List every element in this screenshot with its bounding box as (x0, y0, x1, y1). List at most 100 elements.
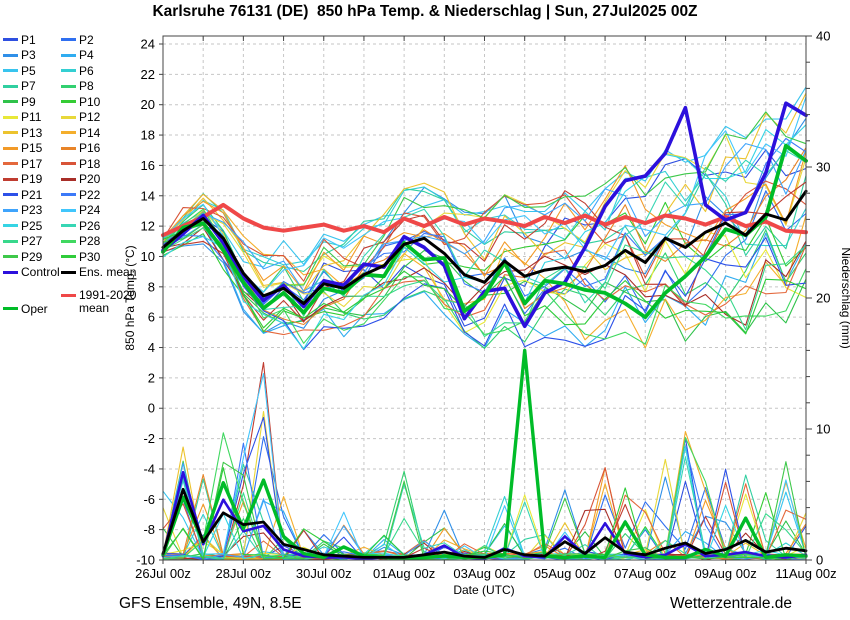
legend-item-p22-label: P22 (79, 187, 101, 202)
legend-item-p15-label: P15 (21, 141, 43, 156)
legend-row: P5 P6 (3, 63, 163, 79)
footer-model-info: GFS Ensemble, 49N, 8.5E (119, 595, 302, 612)
legend-item-p22-swatch (61, 193, 76, 197)
legend-row: P19 P20 (3, 172, 163, 188)
member-temp-line-p18 (162, 180, 807, 282)
left-tick-label: -6 (143, 492, 155, 507)
legend-item-p21-swatch (3, 193, 18, 197)
legend-item-p29-label: P29 (21, 249, 43, 264)
legend-item-p2-label: P2 (79, 32, 94, 47)
legend-item-p8-swatch (61, 84, 76, 88)
legend-item-p24-label: P24 (79, 203, 101, 218)
right-tick-label: 40 (816, 29, 830, 44)
legend-item-p8-label: P8 (79, 79, 94, 94)
legend-item-p6-swatch (61, 69, 76, 73)
left-tick-label: 24 (141, 37, 155, 52)
legend-item-p14-label: P14 (79, 125, 101, 140)
left-tick-label: 12 (141, 219, 155, 234)
legend-item-p4-swatch (61, 53, 76, 57)
legend-item-p21: P21 (3, 188, 61, 202)
x-tick-label: 01Aug 00z (373, 566, 435, 581)
legend-row: Control Ens. mean (3, 265, 163, 281)
legend-item-p2-swatch (61, 38, 76, 42)
member-precip-line-p30 (162, 467, 807, 561)
legend-item-p18: P18 (61, 157, 119, 171)
left-tick-label: 10 (141, 249, 155, 264)
legend-item-p16-label: P16 (79, 141, 101, 156)
legend-row: P27 P28 (3, 234, 163, 250)
legend-item-p13-label: P13 (21, 125, 43, 140)
legend: P1 P2 P3 P4 P5 P6 P7 P8 P9 P10 P11 P12 P13 P14 P15 P16 P… (3, 32, 163, 317)
left-tick-label: 2 (148, 370, 155, 385)
legend-item-climate-mean-label: 1991-2020 mean (79, 288, 137, 315)
legend-item-p22: P22 (61, 188, 119, 202)
left-tick-label: 14 (141, 188, 155, 203)
legend-item-p1-swatch (3, 38, 18, 42)
legend-item-p25: P25 (3, 219, 61, 233)
legend-item-oper-swatch (3, 307, 18, 311)
left-tick-label: -2 (143, 431, 155, 446)
legend-item-p24-swatch (61, 208, 76, 212)
legend-item-p23-swatch (3, 208, 18, 212)
legend-item-p10: P10 (61, 95, 119, 109)
legend-item-p30-swatch (61, 255, 76, 259)
legend-item-p19-swatch (3, 177, 18, 181)
legend-item-p5-swatch (3, 69, 18, 73)
member-temp-line-p8 (162, 204, 807, 349)
legend-item-p3: P3 (3, 48, 61, 62)
legend-item-p13-swatch (3, 131, 18, 135)
legend-item-p26-swatch (61, 224, 76, 228)
legend-item-p1-label: P1 (21, 32, 36, 47)
legend-item-p17: P17 (3, 157, 61, 171)
legend-item-p29: P29 (3, 250, 61, 264)
x-tick-label: 05Aug 00z (534, 566, 596, 581)
member-temp-line-p23 (162, 143, 807, 292)
left-axis-title: 850 hPa Temp. (°C) (123, 245, 137, 350)
right-tick-label: 20 (816, 291, 830, 306)
legend-item-p23: P23 (3, 203, 61, 217)
legend-item-p19: P19 (3, 172, 61, 186)
legend-item-p3-label: P3 (21, 48, 36, 63)
left-tick-label: 4 (148, 340, 155, 355)
ens-mean-temp-line (161, 189, 808, 305)
legend-item-p12: P12 (61, 110, 119, 124)
legend-item-p20-label: P20 (79, 172, 101, 187)
member-temp-line-p28 (162, 208, 807, 345)
legend-item-control-label: Control (21, 265, 60, 280)
climate-mean-temp-line (161, 202, 808, 238)
legend-item-p27: P27 (3, 234, 61, 248)
legend-item-p19-label: P19 (21, 172, 43, 187)
x-tick-label: 30Jul 00z (296, 566, 352, 581)
legend-item-oper-label: Oper (21, 301, 48, 316)
legend-item-p6: P6 (61, 64, 119, 78)
left-tick-label: 6 (148, 310, 155, 325)
legend-item-p16-swatch (61, 146, 76, 150)
legend-item-climate-mean: 1991-2020 mean (61, 289, 161, 315)
member-temp-line-p14 (162, 193, 807, 349)
legend-item-p26-label: P26 (79, 218, 101, 233)
legend-row: P23 P24 (3, 203, 163, 219)
legend-row: 1991-2020 mean (3, 289, 163, 315)
left-tick-label: 16 (141, 158, 155, 173)
legend-item-p24: P24 (61, 203, 119, 217)
member-precip-line-p29 (162, 461, 807, 561)
legend-item-p4-label: P4 (79, 48, 94, 63)
oper-temp-line (161, 143, 808, 320)
legend-item-p20-swatch (61, 177, 76, 181)
legend-item-p10-label: P10 (79, 94, 101, 109)
legend-item-p21-label: P21 (21, 187, 43, 202)
legend-item-p30: P30 (61, 250, 119, 264)
member-temp-line-p10 (162, 201, 807, 329)
left-tick-label: 18 (141, 128, 155, 143)
legend-item-p4: P4 (61, 48, 119, 62)
x-tick-label: 07Aug 00z (614, 566, 676, 581)
legend-row: Oper (3, 301, 163, 317)
legend-item-p28-swatch (61, 239, 76, 243)
legend-row: P7 P8 (3, 79, 163, 95)
legend-item-p3-swatch (3, 53, 18, 57)
legend-item-p27-swatch (3, 239, 18, 243)
legend-row: P1 P2 (3, 32, 163, 48)
legend-item-p7-label: P7 (21, 79, 36, 94)
left-tick-label: 8 (148, 279, 155, 294)
